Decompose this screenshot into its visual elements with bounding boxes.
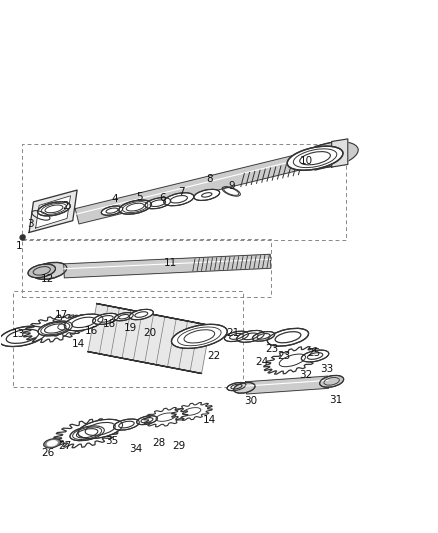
Ellipse shape <box>92 313 118 325</box>
Text: 3: 3 <box>27 219 34 229</box>
Text: 5: 5 <box>136 192 143 201</box>
Text: 35: 35 <box>106 436 119 446</box>
Ellipse shape <box>78 419 123 439</box>
Ellipse shape <box>38 321 72 336</box>
Text: 28: 28 <box>152 438 166 448</box>
Text: 31: 31 <box>329 394 343 405</box>
Text: 29: 29 <box>172 441 185 451</box>
Text: 8: 8 <box>206 174 213 184</box>
Text: 4: 4 <box>112 194 118 204</box>
Ellipse shape <box>301 350 329 362</box>
Text: 16: 16 <box>85 326 98 336</box>
Text: 6: 6 <box>159 192 166 203</box>
Polygon shape <box>88 304 210 374</box>
Ellipse shape <box>28 264 56 278</box>
Text: 14: 14 <box>72 339 85 349</box>
Text: 12: 12 <box>41 274 54 284</box>
Text: 21: 21 <box>226 328 240 338</box>
Text: 22: 22 <box>207 351 220 361</box>
Polygon shape <box>172 402 212 421</box>
Polygon shape <box>75 151 317 224</box>
Ellipse shape <box>194 189 219 200</box>
Ellipse shape <box>287 146 343 170</box>
Ellipse shape <box>145 198 171 209</box>
Ellipse shape <box>64 314 103 330</box>
Polygon shape <box>44 315 93 336</box>
Text: 34: 34 <box>129 444 143 454</box>
Text: 9: 9 <box>229 181 235 191</box>
Polygon shape <box>23 314 87 342</box>
Polygon shape <box>29 190 77 232</box>
Text: 19: 19 <box>124 324 138 334</box>
Ellipse shape <box>129 309 153 320</box>
Text: 11: 11 <box>163 258 177 268</box>
Text: 23: 23 <box>277 351 290 361</box>
Ellipse shape <box>237 330 264 342</box>
Polygon shape <box>246 376 328 394</box>
Text: 17: 17 <box>54 310 67 320</box>
Ellipse shape <box>70 426 104 441</box>
Ellipse shape <box>119 200 152 214</box>
Polygon shape <box>54 419 120 448</box>
Text: 20: 20 <box>144 328 156 338</box>
Text: 18: 18 <box>102 319 116 329</box>
Text: 25: 25 <box>307 348 321 358</box>
Ellipse shape <box>252 332 275 341</box>
Text: 33: 33 <box>321 364 334 374</box>
Ellipse shape <box>113 419 139 430</box>
Text: 10: 10 <box>300 156 313 166</box>
Text: 2: 2 <box>62 201 69 211</box>
Ellipse shape <box>224 331 248 342</box>
Text: 14: 14 <box>203 415 216 425</box>
Text: 24: 24 <box>255 357 268 367</box>
Ellipse shape <box>38 202 70 216</box>
Text: 7: 7 <box>179 187 185 197</box>
Polygon shape <box>264 346 321 374</box>
Ellipse shape <box>0 326 46 346</box>
Ellipse shape <box>303 142 358 168</box>
Ellipse shape <box>268 328 308 346</box>
Ellipse shape <box>101 206 123 215</box>
Ellipse shape <box>114 313 133 321</box>
Ellipse shape <box>227 383 246 391</box>
Ellipse shape <box>164 193 194 206</box>
Text: 30: 30 <box>244 396 257 406</box>
Polygon shape <box>144 408 188 427</box>
Ellipse shape <box>320 375 344 387</box>
Ellipse shape <box>44 439 61 448</box>
Polygon shape <box>35 196 71 228</box>
Ellipse shape <box>171 325 227 349</box>
Ellipse shape <box>137 416 157 425</box>
Text: 26: 26 <box>41 448 54 458</box>
Text: 32: 32 <box>299 370 312 380</box>
Polygon shape <box>64 254 271 278</box>
Text: 27: 27 <box>59 440 72 450</box>
Ellipse shape <box>47 441 57 446</box>
Text: 23: 23 <box>265 344 278 353</box>
Ellipse shape <box>233 383 255 393</box>
Polygon shape <box>332 139 348 167</box>
Text: 1: 1 <box>16 240 22 251</box>
Text: 13: 13 <box>11 329 25 339</box>
Ellipse shape <box>32 262 67 279</box>
